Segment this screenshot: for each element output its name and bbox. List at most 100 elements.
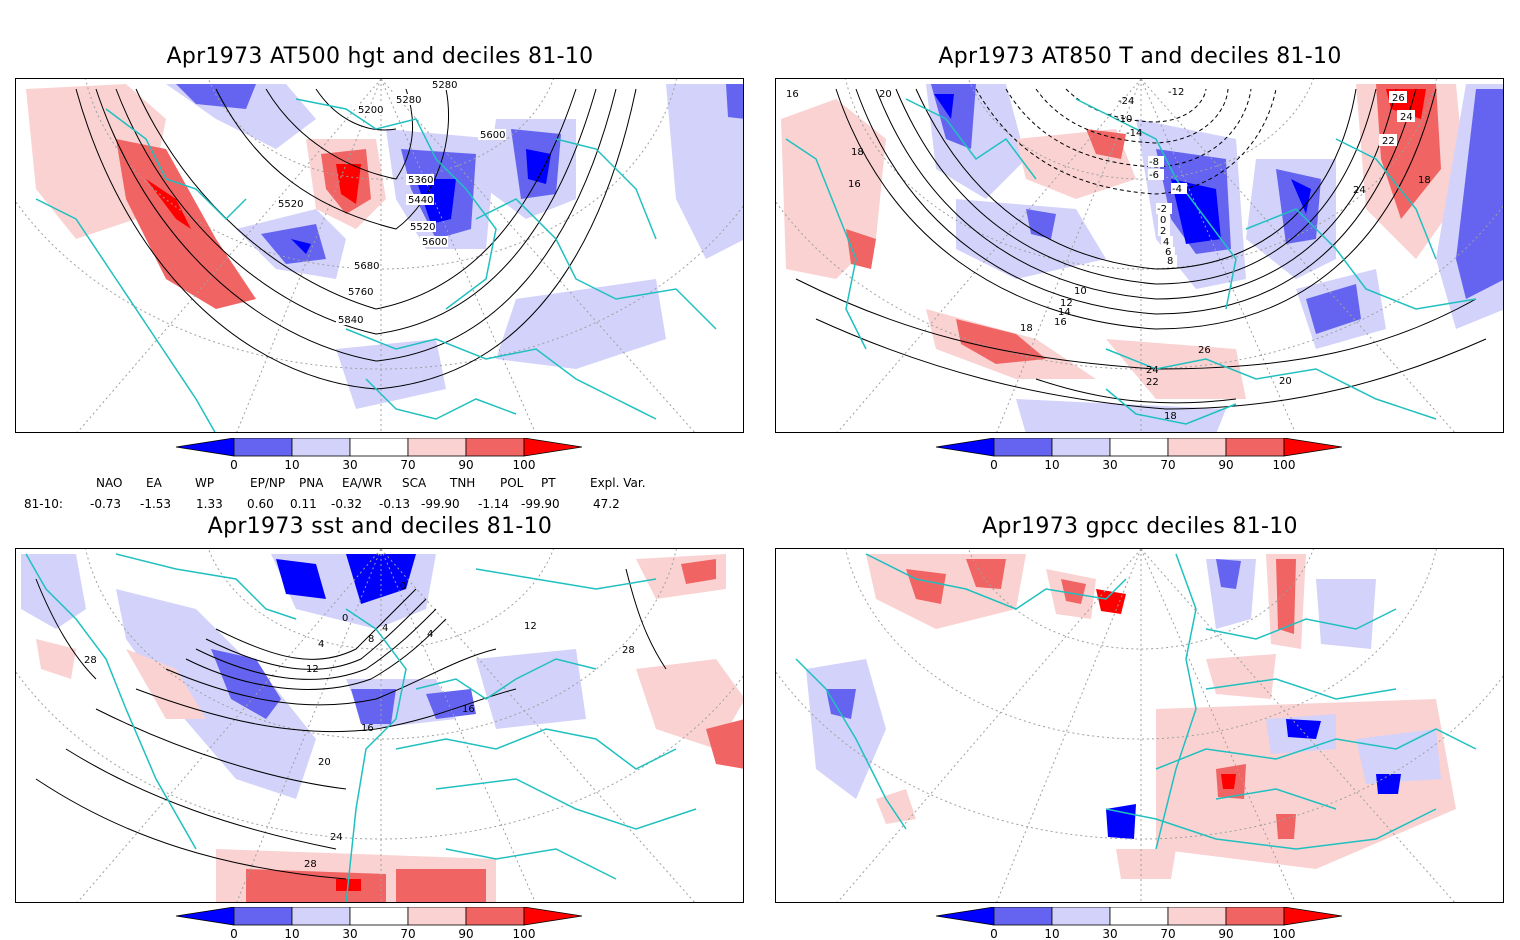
cbar-tick: 90 [458, 927, 473, 940]
contour-label: 18 [1418, 175, 1431, 186]
index-value: 1.33 [196, 497, 223, 511]
contour-label: 16 [1054, 317, 1067, 328]
index-header: WP [195, 476, 215, 490]
contour-label: 16 [848, 179, 861, 190]
cbar-seg-3 [1109, 907, 1169, 926]
index-header: Expl. Var. [590, 476, 646, 490]
cbar-tick: 10 [284, 458, 299, 472]
contour-label: 10 [1074, 286, 1087, 297]
contour-label: -2 [1157, 204, 1167, 215]
cbar-seg-3 [349, 438, 409, 457]
contour-label: 5440 [408, 195, 433, 206]
cbar-tick: 10 [1044, 458, 1059, 472]
cbar-tick: 100 [513, 927, 536, 940]
cbar-tick: 30 [1102, 927, 1117, 940]
contour-label: 24 [1146, 365, 1159, 376]
lat-lon-grid [776, 549, 1503, 902]
contour-label: 12 [1060, 298, 1073, 309]
contour-label: 4 [382, 623, 388, 634]
contour-label: 4 [1163, 237, 1169, 248]
map-panel-t850: 16 20 18 16 -24 -12 -10 -14 -8 -6 -4 -2 … [775, 78, 1504, 433]
cbar-seg-6 [523, 438, 583, 457]
contour-label: 20 [879, 89, 892, 100]
index-header: PT [541, 476, 556, 490]
contour-label: 20 [318, 757, 331, 768]
index-value: 0.11 [290, 497, 317, 511]
index-value: 47.2 [593, 497, 620, 511]
cbar-seg-1 [993, 907, 1053, 926]
map-panel-sst: 0 0 4 8 4 4 12 12 28 28 16 16 20 24 28 [15, 548, 744, 903]
cbar-seg-5 [465, 907, 525, 926]
contour-label: 18 [851, 147, 864, 158]
index-header: EA [146, 476, 162, 490]
cbar-tick: 70 [1160, 458, 1175, 472]
contour-label: 5600 [480, 130, 505, 141]
contour-label: 18 [1020, 323, 1033, 334]
lat-lon-grid [16, 549, 743, 902]
contour-label: 8 [1167, 256, 1173, 267]
cbar-tick: 0 [990, 927, 998, 940]
cbar-seg-4 [1167, 907, 1227, 926]
index-header: SCA [402, 476, 427, 490]
cbar-tick: 30 [1102, 458, 1117, 472]
map-panel-hgt500: 5280 5280 5200 5600 5360 5440 5520 5520 … [15, 78, 744, 433]
cbar-seg-0 [175, 438, 235, 457]
contour-label: 5280 [396, 95, 421, 106]
index-row-label: 81-10: [24, 497, 63, 511]
cbar-seg-4 [1167, 438, 1227, 457]
contour-label: 28 [622, 645, 635, 656]
contour-label: 16 [786, 89, 799, 100]
contour-label: 5600 [422, 237, 447, 248]
contour-label: 26 [1198, 345, 1211, 356]
cbar-seg-2 [291, 438, 351, 457]
contour-label: 4 [318, 639, 324, 650]
index-value: -1.53 [140, 497, 172, 511]
cbar-tick: 90 [458, 458, 473, 472]
coastlines [785, 98, 1477, 425]
contour-label: 28 [304, 859, 317, 870]
decile-shading [806, 554, 1456, 879]
coastlines [25, 553, 697, 902]
contour-label: 24 [330, 832, 343, 843]
panel-title-gpcc: Apr1973 gpcc deciles 81-10 [982, 514, 1298, 539]
index-header: PNA [299, 476, 324, 490]
contour-label: 22 [1382, 136, 1395, 147]
contour-label: 12 [524, 621, 537, 632]
lat-lon-grid [776, 79, 1503, 432]
contour-label: 26 [1392, 93, 1405, 104]
index-header: EP/NP [250, 476, 286, 490]
cbar-seg-2 [1051, 907, 1111, 926]
cbar-seg-1 [993, 438, 1053, 457]
contour-label: -10 [1116, 114, 1132, 125]
contour-label: -24 [1118, 96, 1134, 107]
cbar-tick: 0 [990, 458, 998, 472]
index-header: NAO [96, 476, 123, 490]
cbar-tick: 30 [342, 927, 357, 940]
contour-label: 14 [1058, 307, 1071, 318]
contour-label: -6 [1149, 170, 1159, 181]
panel-title-hgt500: Apr1973 AT500 hgt and deciles 81-10 [166, 44, 594, 69]
cbar-seg-0 [175, 907, 235, 926]
cbar-seg-3 [1109, 438, 1169, 457]
contour-label: 0 [1160, 215, 1166, 226]
contour-label: 16 [462, 704, 475, 715]
cbar-tick: 70 [1160, 927, 1175, 940]
coastlines [35, 98, 717, 432]
cbar-tick: 100 [513, 458, 536, 472]
contour-label: 24 [1353, 185, 1366, 196]
cbar-tick: 100 [1273, 458, 1296, 472]
colorbar-bottom-right: 0 10 30 70 90 100 [935, 907, 1343, 940]
contour-label: 28 [84, 655, 97, 666]
cbar-tick: 90 [1218, 458, 1233, 472]
cbar-seg-2 [1051, 438, 1111, 457]
contour-label: -12 [1168, 87, 1184, 98]
index-value: -1.14 [478, 497, 510, 511]
contour-label: 5280 [432, 80, 457, 91]
sst-contours [35, 568, 667, 880]
contour-label: 5840 [338, 315, 363, 326]
contour-label: 5680 [354, 261, 379, 272]
contour-label: -8 [1149, 157, 1159, 168]
cbar-seg-6 [1283, 907, 1343, 926]
contour-label: 22 [1146, 377, 1159, 388]
contour-label: -14 [1126, 128, 1142, 139]
